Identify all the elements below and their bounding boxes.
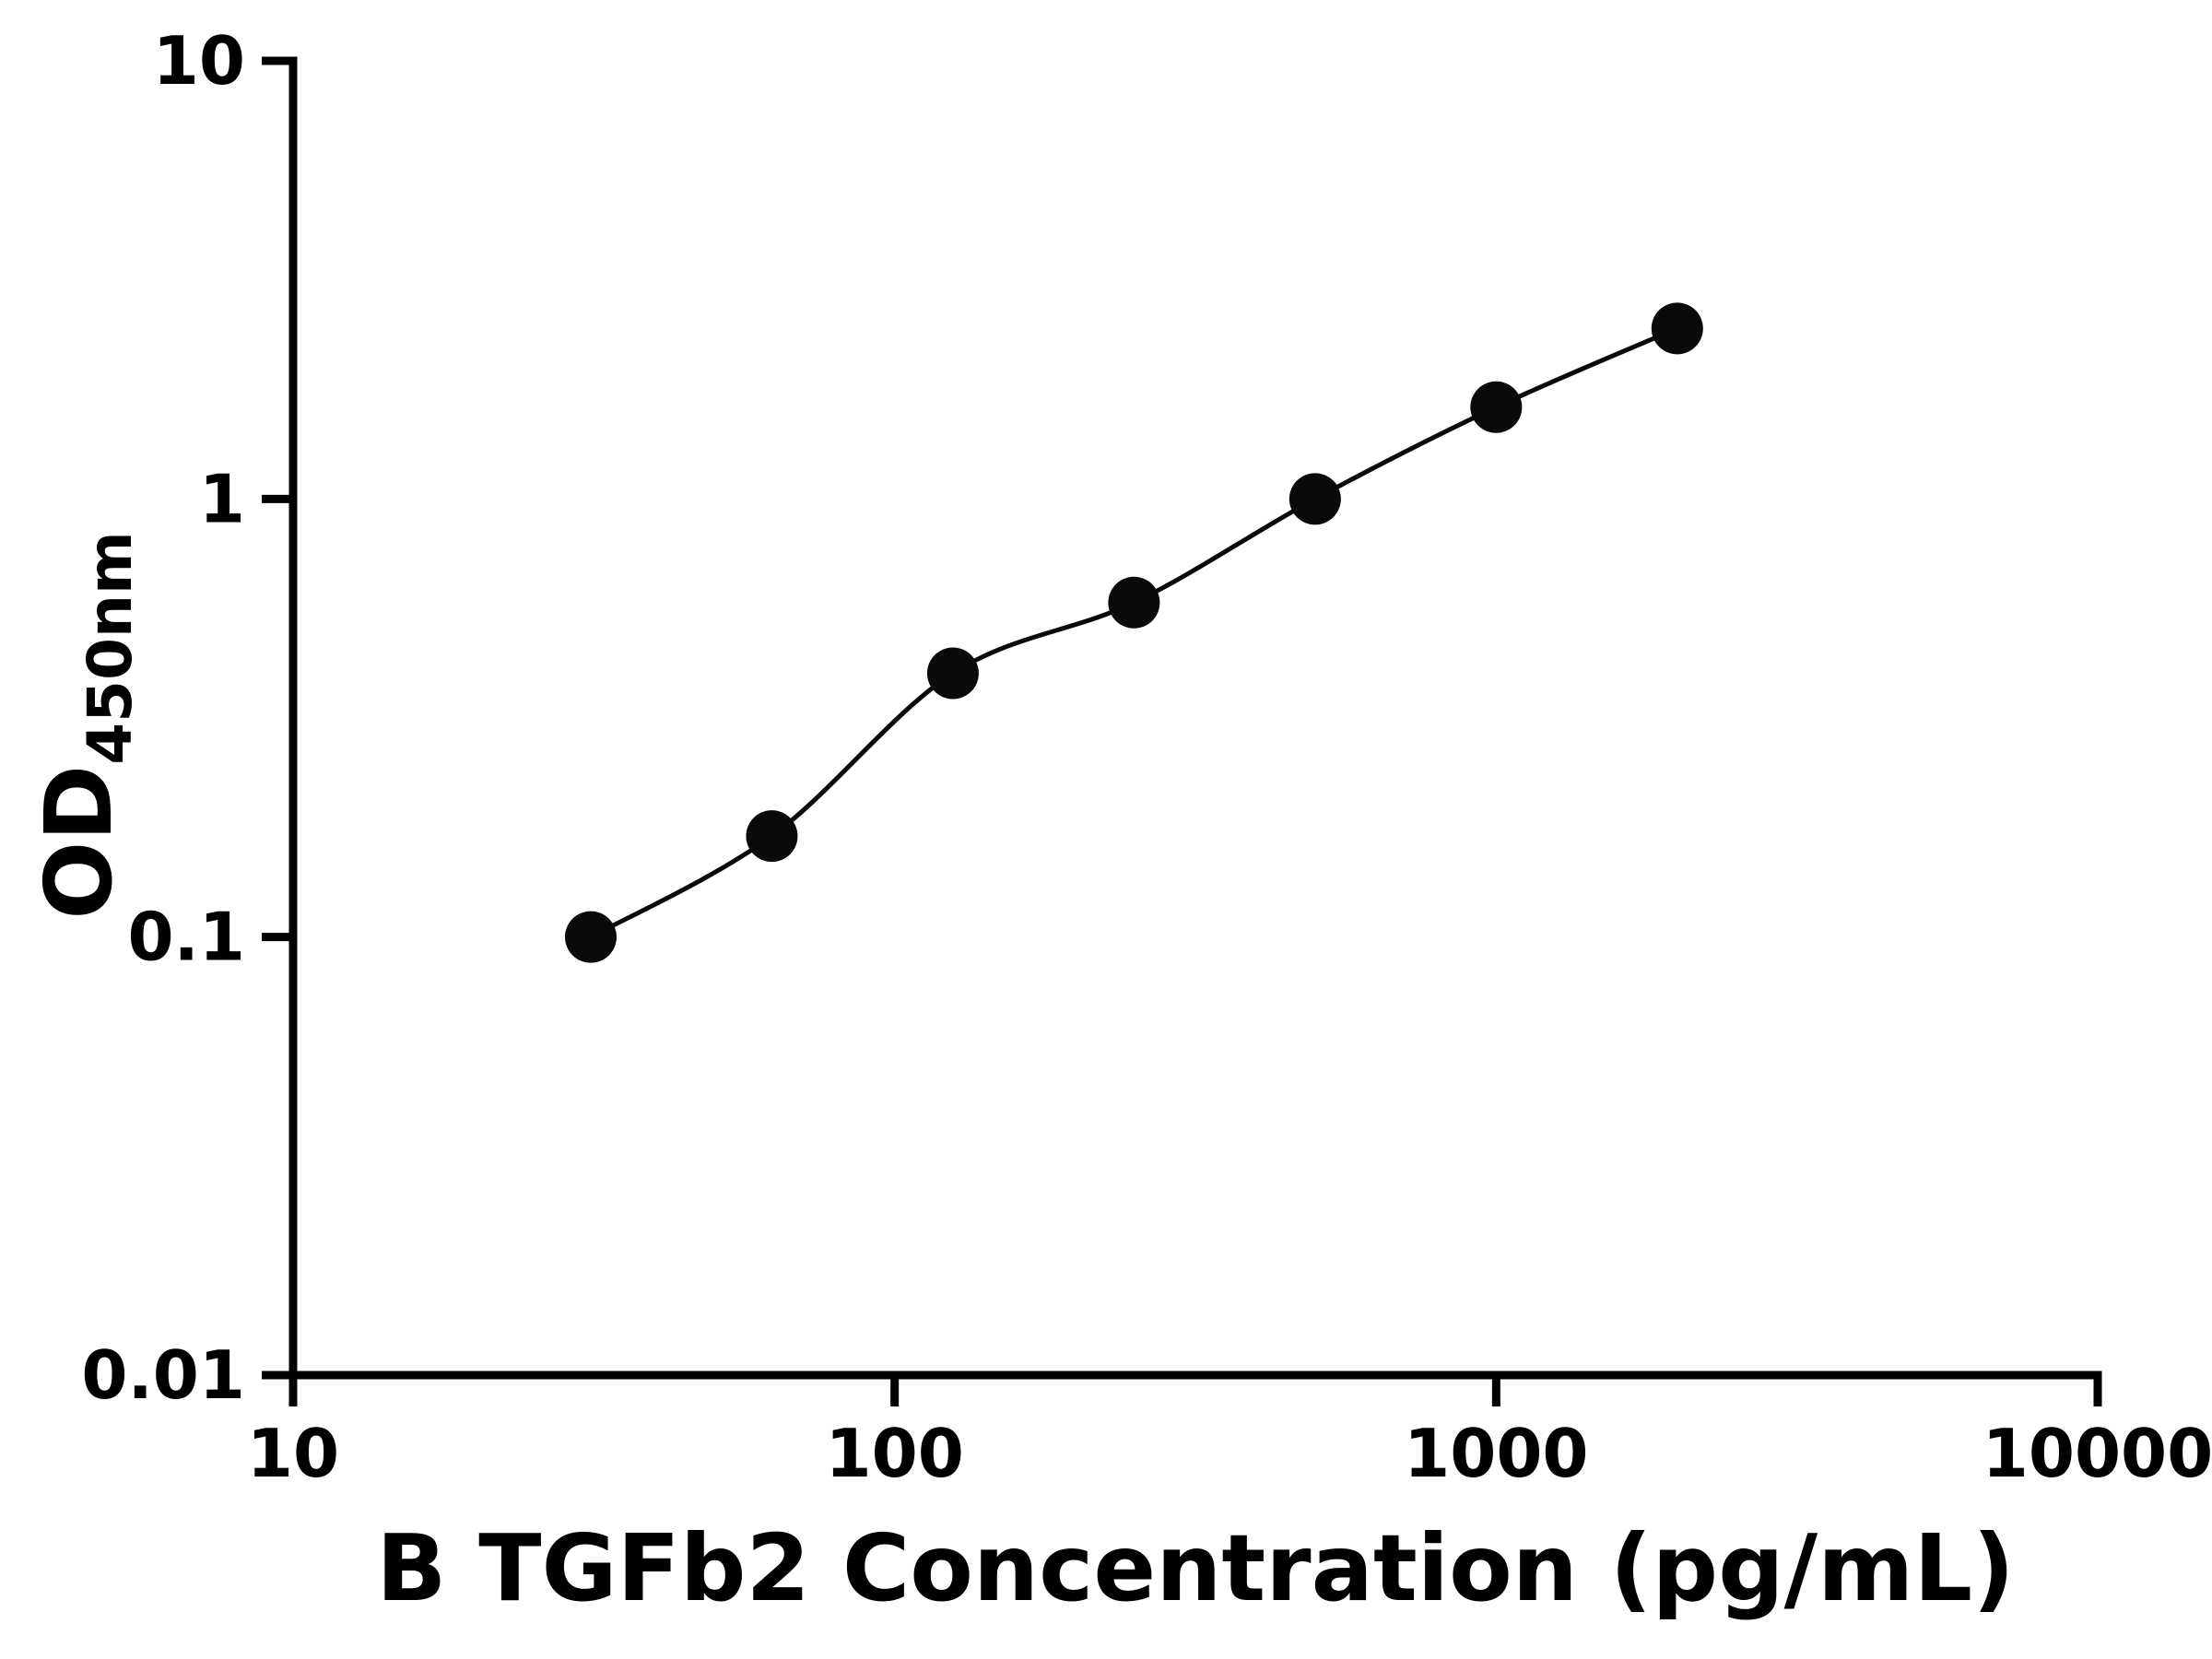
data-point [926, 647, 979, 700]
y-tick-label: 1 [199, 460, 245, 537]
y-tick-label: 0.01 [81, 1336, 245, 1414]
y-axis-title: OD450nm [25, 531, 146, 920]
y-tick-label: 10 [153, 22, 245, 100]
x-axis-title: B TGFb2 Concentration (pg/mL) [376, 1514, 2015, 1622]
y-tick-label: 0.1 [127, 899, 245, 976]
data-point [746, 810, 798, 863]
x-tick-label: 10000 [1983, 1415, 2212, 1492]
data-point [1470, 381, 1523, 433]
data-point [1651, 302, 1703, 355]
data-point [1108, 576, 1160, 629]
x-tick-label: 1000 [1404, 1415, 1588, 1492]
y-axis-title-main: OD [25, 765, 133, 920]
x-tick-label: 10 [247, 1415, 339, 1492]
y-axis-title-subscript: 450nm [75, 531, 146, 765]
x-tick-label: 100 [826, 1415, 964, 1492]
data-point [564, 911, 617, 963]
data-point [1288, 473, 1341, 525]
